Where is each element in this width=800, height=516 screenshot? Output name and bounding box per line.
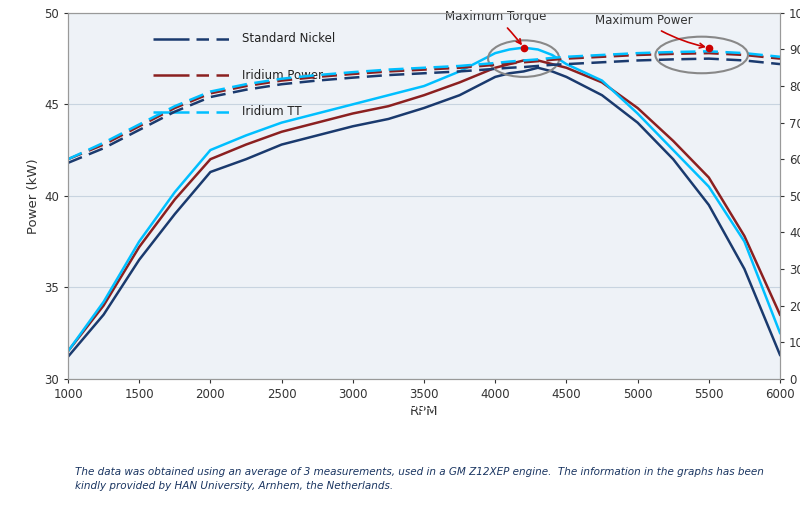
Text: Compared to the standard nickel type spark plugs, Iridium Power plugs result in : Compared to the standard nickel type spa…: [118, 399, 730, 432]
Text: Maximum Power: Maximum Power: [595, 14, 704, 48]
Text: Maximum Torque: Maximum Torque: [446, 10, 546, 44]
Text: Standard Nickel: Standard Nickel: [242, 32, 336, 45]
X-axis label: RPM: RPM: [410, 405, 438, 418]
Text: Iridium Power: Iridium Power: [242, 69, 323, 82]
Text: The data was obtained using an average of 3 measurements, used in a GM Z12XEP en: The data was obtained using an average o…: [75, 467, 764, 491]
Text: Iridium TT: Iridium TT: [242, 105, 302, 118]
Y-axis label: Power (kW): Power (kW): [27, 158, 40, 234]
